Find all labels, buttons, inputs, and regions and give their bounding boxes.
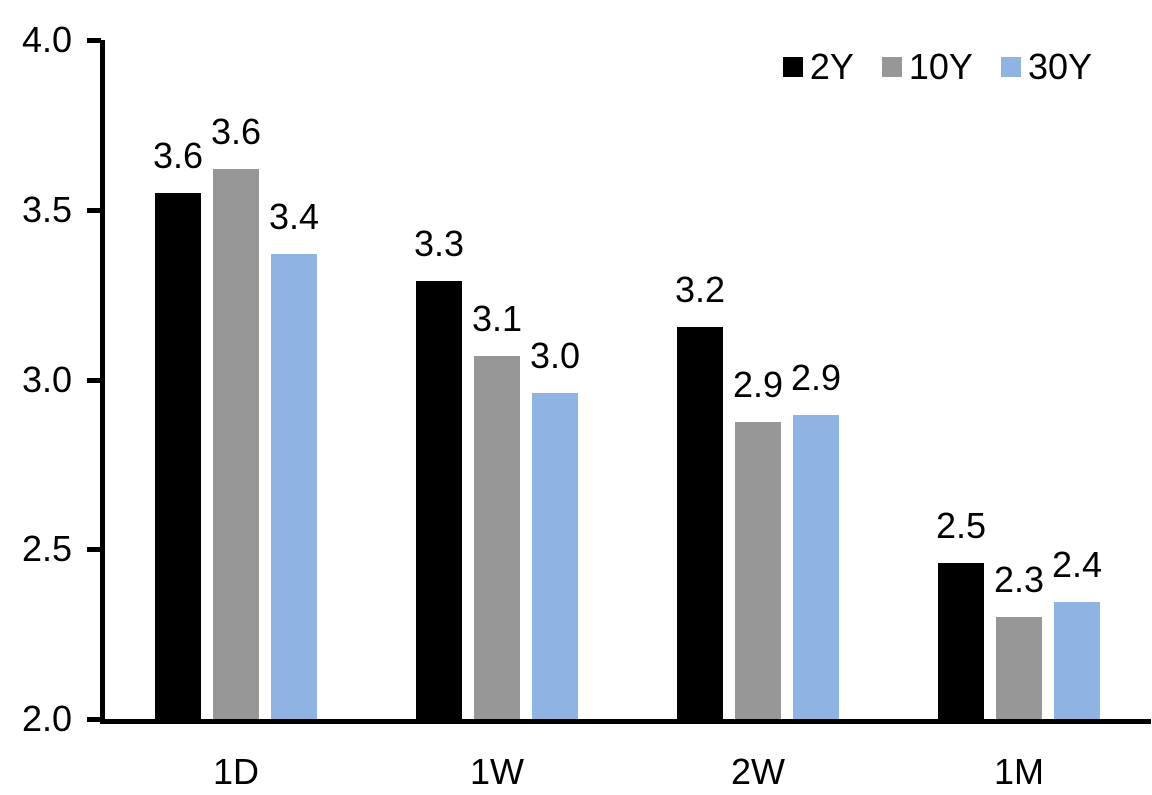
bar-10y-1w (474, 356, 520, 719)
bar-2y-1m (938, 563, 984, 719)
x-category-label: 2W (731, 751, 785, 792)
bar-value-label: 3.1 (471, 298, 523, 339)
bar-2y-1w (416, 281, 462, 719)
y-tick-label: 3.0 (21, 359, 72, 400)
x-axis-line (100, 719, 1151, 724)
bar-10y-2w (735, 422, 781, 719)
legend-label: 2Y (809, 46, 854, 87)
y-tick-label: 2.5 (21, 528, 72, 569)
x-category-label: 1D (212, 751, 260, 792)
legend-label: 10Y (908, 46, 973, 87)
legend-swatch-icon (881, 57, 902, 77)
legend: 2Y 10Y 30Y (782, 46, 1092, 87)
bar-30y-1d (271, 254, 317, 719)
bar-value-label: 2.9 (790, 357, 842, 398)
y-tick-mark (87, 547, 101, 552)
bar-value-label: 2.9 (732, 364, 784, 405)
y-tick-label: 2.0 (21, 698, 72, 739)
legend-item-10y: 10Y (881, 46, 973, 87)
bar-30y-1w (532, 393, 578, 719)
bar-value-label: 3.6 (210, 111, 262, 152)
bar-value-label: 3.2 (674, 269, 726, 310)
x-category-label: 1W (470, 751, 524, 792)
legend-item-30y: 30Y (1000, 46, 1092, 87)
y-axis-line (100, 40, 105, 724)
bar-value-label: 2.4 (1051, 544, 1103, 585)
bar-2y-1d (155, 193, 201, 719)
y-tick-label: 3.5 (21, 189, 72, 230)
bar-10y-1d (213, 169, 259, 719)
legend-item-2y: 2Y (782, 46, 854, 87)
x-category-label: 1M (993, 751, 1044, 792)
legend-swatch-icon (782, 57, 803, 77)
bar-2y-2w (677, 327, 723, 719)
legend-swatch-icon (1000, 57, 1021, 77)
bar-value-label: 3.3 (413, 223, 465, 264)
y-tick-mark (87, 38, 101, 43)
y-tick-mark (87, 717, 101, 722)
bar-value-label: 3.6 (152, 135, 204, 176)
y-tick-label: 4.0 (21, 19, 72, 60)
y-tick-mark (87, 378, 101, 383)
bar-value-label: 2.3 (993, 559, 1045, 600)
bar-30y-2w (793, 415, 839, 719)
legend-label: 30Y (1027, 46, 1092, 87)
bar-value-label: 3.0 (529, 335, 581, 376)
bar-30y-1m (1054, 602, 1100, 719)
bar-value-label: 3.4 (268, 196, 320, 237)
y-tick-mark (87, 208, 101, 213)
bar-value-label: 2.5 (935, 505, 987, 546)
bar-10y-1m (996, 617, 1042, 719)
